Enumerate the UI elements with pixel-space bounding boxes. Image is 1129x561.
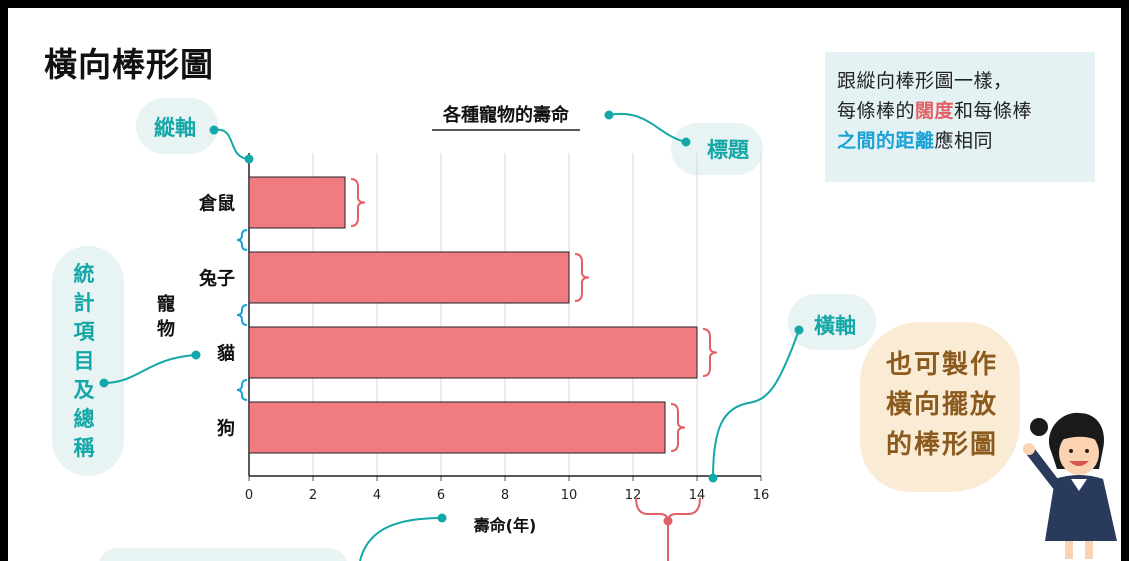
note-highlight-distance: 之間的距離 <box>837 130 935 152</box>
x-tick-label: 0 <box>245 488 253 503</box>
title-annotation: 標題 <box>707 138 749 162</box>
x-axis-connector-dot <box>708 473 718 483</box>
bar-狗 <box>248 401 666 454</box>
items-connector-dot <box>99 378 109 388</box>
y-axis-connector-dot <box>209 125 219 135</box>
note-highlight-width: 闊度 <box>915 100 955 122</box>
girl-character-illustration <box>1023 412 1117 559</box>
speech-line-2: 橫向擺放 <box>886 390 999 420</box>
category-label: 倉鼠 <box>198 193 235 215</box>
x-axis-title: 壽命(年) <box>474 516 537 535</box>
bar-width-brace <box>350 178 366 227</box>
slide-canvas: 橫向棒形圖 跟縱向棒形圖一樣， 每條棒的闊度和每條棒 之間的距離應相同 縱軸 標… <box>8 8 1121 561</box>
y-axis-connector-dot <box>244 154 254 164</box>
y-axis-label-blob <box>136 98 218 154</box>
x-axis-connector-dot <box>794 325 804 335</box>
bottom-blob <box>98 548 348 561</box>
bar-width-brace <box>702 328 718 377</box>
items-annotation: 統計項目及總稱 <box>73 262 95 460</box>
note-line-1: 跟縱向棒形圖一樣， <box>837 70 1013 92</box>
x-tick-label: 8 <box>501 488 509 503</box>
x-axis-annotation: 橫軸 <box>814 314 856 338</box>
x-tick-label: 6 <box>437 488 445 503</box>
bar-貓 <box>248 326 698 379</box>
x-tick-label: 12 <box>625 488 642 503</box>
x-tick-label: 14 <box>689 488 706 503</box>
y-axis-title-char: 寵 <box>157 293 175 315</box>
x-tick-label: 2 <box>309 488 317 503</box>
category-label: 兔子 <box>198 268 235 290</box>
speech-line-1: 也可製作 <box>886 350 999 380</box>
bar-gap-brace <box>236 304 248 326</box>
x-axis-connector <box>712 329 800 479</box>
bar-gap-brace <box>236 229 248 251</box>
category-label: 貓 <box>217 343 235 365</box>
category-label: 狗 <box>217 418 235 440</box>
note-line-3-tail: 應相同 <box>934 130 994 152</box>
bar-layer <box>248 176 698 454</box>
speech-bubble: 也可製作 橫向擺放 的棒形圖 <box>860 322 1020 492</box>
y-axis-annotation: 縱軸 <box>154 116 196 140</box>
bar-gap-brace <box>236 379 248 401</box>
note-line-2-text: 每條棒的 <box>837 100 916 122</box>
chart-title: 各種寵物的壽命 <box>442 104 570 126</box>
x-axis-label-blob <box>788 294 876 350</box>
bar-width-brace <box>574 253 590 302</box>
speech-line-3: 的棒形圖 <box>886 430 999 460</box>
items-label-blob <box>52 246 124 476</box>
page-title: 橫向棒形圖 <box>44 45 214 84</box>
note-box: 跟縱向棒形圖一樣， 每條棒的闊度和每條棒 之間的距離應相同 <box>825 52 1095 182</box>
note-line-3: 之間的距離應相同 <box>837 126 993 153</box>
x-tick-label: 10 <box>561 488 578 503</box>
bar-width-brace <box>670 403 686 452</box>
bottom-connector-dot <box>437 513 447 523</box>
note-line-2: 每條棒的闊度和每條棒 <box>837 96 1032 123</box>
y-axis-title-char: 物 <box>157 318 175 340</box>
title-connector-dot <box>681 137 691 147</box>
x-tick-label: 16 <box>753 488 770 503</box>
y-axis-connector <box>213 128 250 160</box>
connector-layer <box>99 110 804 561</box>
note-line-2-tail: 和每條棒 <box>954 100 1033 122</box>
items-connector-dot <box>191 350 201 360</box>
bar-倉鼠 <box>248 176 346 229</box>
title-label-blob <box>671 123 763 175</box>
title-connector <box>608 112 687 143</box>
x-tick-label: 4 <box>373 488 381 503</box>
bar-兔子 <box>248 251 570 304</box>
items-connector <box>103 354 197 384</box>
title-connector-dot <box>604 110 614 120</box>
bottom-connector <box>359 517 443 561</box>
